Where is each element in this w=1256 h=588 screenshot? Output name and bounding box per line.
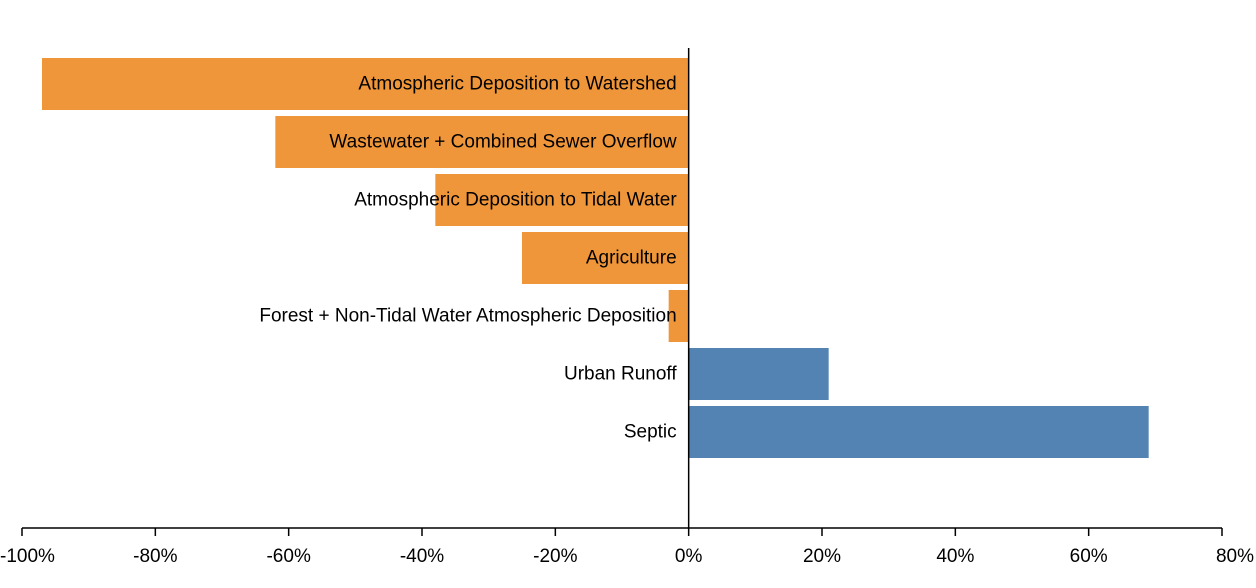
bar-septic xyxy=(688,406,1149,458)
bar-label-forest-non-tidal-water-atmospheric-deposition: Forest + Non-Tidal Water Atmospheric Dep… xyxy=(259,306,676,327)
x-tick-label: -80% xyxy=(133,546,177,567)
bar-agriculture xyxy=(522,232,689,284)
bar-label-agriculture: Agriculture xyxy=(586,248,677,269)
bar-label-wastewater-combined-sewer-overflow: Wastewater + Combined Sewer Overflow xyxy=(329,132,677,153)
bar-forest-non-tidal-water-atmospheric-deposition xyxy=(668,290,689,342)
x-tick-label: -100% xyxy=(0,546,55,567)
bar-wastewater-combined-sewer-overflow xyxy=(275,116,689,168)
x-tick-label: -60% xyxy=(266,546,310,567)
x-tick-label: 40% xyxy=(936,546,974,567)
x-tick-label: 80% xyxy=(1216,546,1254,567)
x-tick-label: 60% xyxy=(1070,546,1108,567)
bar-atmospheric-deposition-to-tidal-water xyxy=(435,174,689,226)
bar-label-atmospheric-deposition-to-watershed: Atmospheric Deposition to Watershed xyxy=(358,74,676,95)
x-axis-ticks: -100% -80% -60% -40% -20% 0% 20% 40% 60% 80% xyxy=(0,528,1254,567)
bars-group xyxy=(42,58,1149,458)
x-tick-label: 20% xyxy=(803,546,841,567)
x-tick-label: -20% xyxy=(533,546,577,567)
bar-atmospheric-deposition-to-watershed xyxy=(42,58,689,110)
bar-label-septic: Septic xyxy=(624,422,677,443)
x-tick-label: 0% xyxy=(675,546,703,567)
bar-label-atmospheric-deposition-to-tidal-water: Atmospheric Deposition to Tidal Water xyxy=(354,190,677,211)
x-tick-label: -40% xyxy=(400,546,444,567)
bar-labels-group: Atmospheric Deposition to Watershed Waste… xyxy=(259,74,677,443)
bar-urban-runoff xyxy=(688,348,829,400)
bar-label-urban-runoff: Urban Runoff xyxy=(564,364,677,385)
